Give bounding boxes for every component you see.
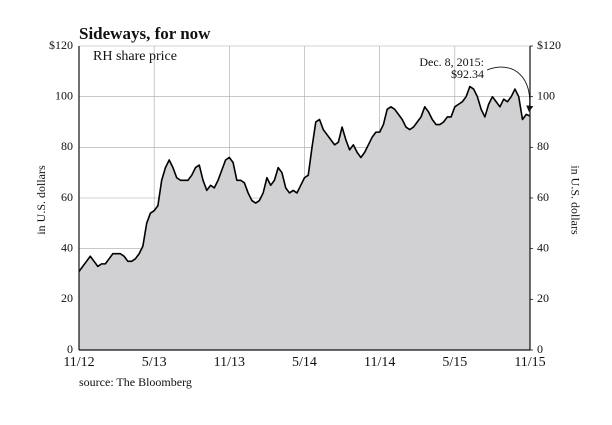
y-tick-label: 0 <box>67 342 73 356</box>
x-tick-label: 5/14 <box>292 355 317 370</box>
y2-tick-label: 60 <box>537 190 549 204</box>
x-tick-label: 11/12 <box>63 355 94 370</box>
area-fill <box>79 86 530 350</box>
labels: Sideways, for now RH share price in U.S.… <box>34 24 583 389</box>
y2-tick-label: 80 <box>537 139 549 153</box>
y-tick-label: 20 <box>61 291 73 305</box>
y2-tick-label: 40 <box>537 240 549 254</box>
y-tick-label: 40 <box>61 240 73 254</box>
chart-title: Sideways, for now <box>79 24 211 43</box>
source: source: The Bloomberg <box>79 375 192 389</box>
chart-subtitle: RH share price <box>93 49 177 64</box>
x-tick-label: 5/15 <box>442 355 467 370</box>
y2-tick-label: 20 <box>537 291 549 305</box>
y2-tick-label: $120 <box>537 38 561 52</box>
annotation-value: $92.34 <box>451 67 484 81</box>
x-tick-label: 5/13 <box>142 355 167 370</box>
plot <box>78 46 534 351</box>
y-tick-label: 60 <box>61 190 73 204</box>
y-axis-label: in U.S. dollars <box>34 165 48 235</box>
price-line <box>78 85 531 272</box>
annotation-label: Dec. 8, 2015: <box>419 55 484 69</box>
x-tick-label: 11/13 <box>214 355 245 370</box>
x-tick-label: 11/14 <box>364 355 395 370</box>
y2-axis-label: in U.S. dollars <box>568 165 582 235</box>
annotation-arrow <box>486 66 534 112</box>
y-tick-label: 100 <box>55 88 73 102</box>
y-tick-label: $120 <box>49 38 73 52</box>
y-tick-label: 80 <box>61 139 73 153</box>
y2-tick-label: 100 <box>537 88 555 102</box>
x-tick-label: 11/15 <box>514 355 545 370</box>
y2-tick-label: 0 <box>537 342 543 356</box>
